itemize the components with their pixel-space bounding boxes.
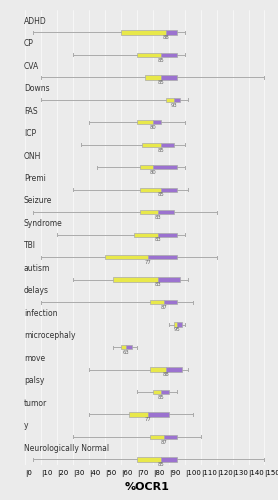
Bar [174,98,180,102]
Bar [161,188,177,192]
Bar [161,142,174,147]
Text: 85: 85 [158,192,164,198]
Text: Neurologically Normal: Neurologically Normal [24,444,109,452]
Bar [161,53,177,57]
Text: 85: 85 [158,58,164,62]
Text: 85: 85 [158,80,164,85]
Bar [166,368,182,372]
Text: delays: delays [24,286,49,296]
Bar [164,435,177,439]
Bar [166,30,177,34]
Bar [177,322,182,326]
Bar [129,412,148,416]
Bar [153,165,177,170]
Bar [148,412,169,416]
Text: palsy: palsy [24,376,44,385]
Bar [137,53,161,57]
Bar [137,120,153,124]
Text: move: move [24,354,45,363]
Bar [161,390,169,394]
Bar [174,322,177,326]
Bar [153,120,161,124]
Text: y: y [24,421,28,430]
Bar [134,232,158,237]
Bar [137,457,161,462]
Text: 93: 93 [170,102,177,108]
Bar [140,210,158,214]
Bar [105,255,148,260]
Bar [164,300,177,304]
Text: 85: 85 [158,462,164,467]
Bar [140,188,161,192]
Text: 80: 80 [150,170,156,175]
Text: 88: 88 [162,372,169,377]
Text: 63: 63 [123,350,129,354]
Text: Downs: Downs [24,84,49,93]
Text: 83: 83 [154,238,161,242]
Bar [140,165,153,170]
Text: FAS: FAS [24,106,38,116]
Bar [161,457,177,462]
Text: infection: infection [24,309,57,318]
Text: microcephaly: microcephaly [24,332,75,340]
Text: 83: 83 [154,215,161,220]
Bar [148,255,177,260]
Bar [142,142,161,147]
Bar [153,390,161,394]
Text: ONH: ONH [24,152,41,160]
Bar [158,232,177,237]
Bar [161,76,177,80]
Text: Premi: Premi [24,174,46,183]
Text: tumor: tumor [24,398,47,407]
Bar [150,435,164,439]
Bar [150,300,164,304]
Text: autism: autism [24,264,50,273]
Text: Syndrome: Syndrome [24,219,63,228]
Text: 77: 77 [145,260,152,265]
Bar [150,368,166,372]
Bar [158,210,174,214]
Text: CP: CP [24,39,34,48]
Bar [121,30,166,34]
Bar [121,345,126,349]
Text: 87: 87 [161,440,167,444]
Text: 83: 83 [154,282,161,288]
Text: CVA: CVA [24,62,39,70]
Text: 77: 77 [145,417,152,422]
Text: 85: 85 [158,394,164,400]
Text: Seizure: Seizure [24,196,52,205]
Bar [126,345,132,349]
Text: TBI: TBI [24,242,36,250]
X-axis label: %OCR1: %OCR1 [125,482,170,492]
Text: ADHD: ADHD [24,16,47,26]
Text: 95: 95 [173,328,180,332]
Text: 88: 88 [162,35,169,40]
Bar [145,76,161,80]
Text: 80: 80 [150,125,156,130]
Text: 87: 87 [161,305,167,310]
Text: 85: 85 [158,148,164,152]
Bar [158,278,180,282]
Bar [113,278,158,282]
Text: ICP: ICP [24,129,36,138]
Bar [166,98,174,102]
